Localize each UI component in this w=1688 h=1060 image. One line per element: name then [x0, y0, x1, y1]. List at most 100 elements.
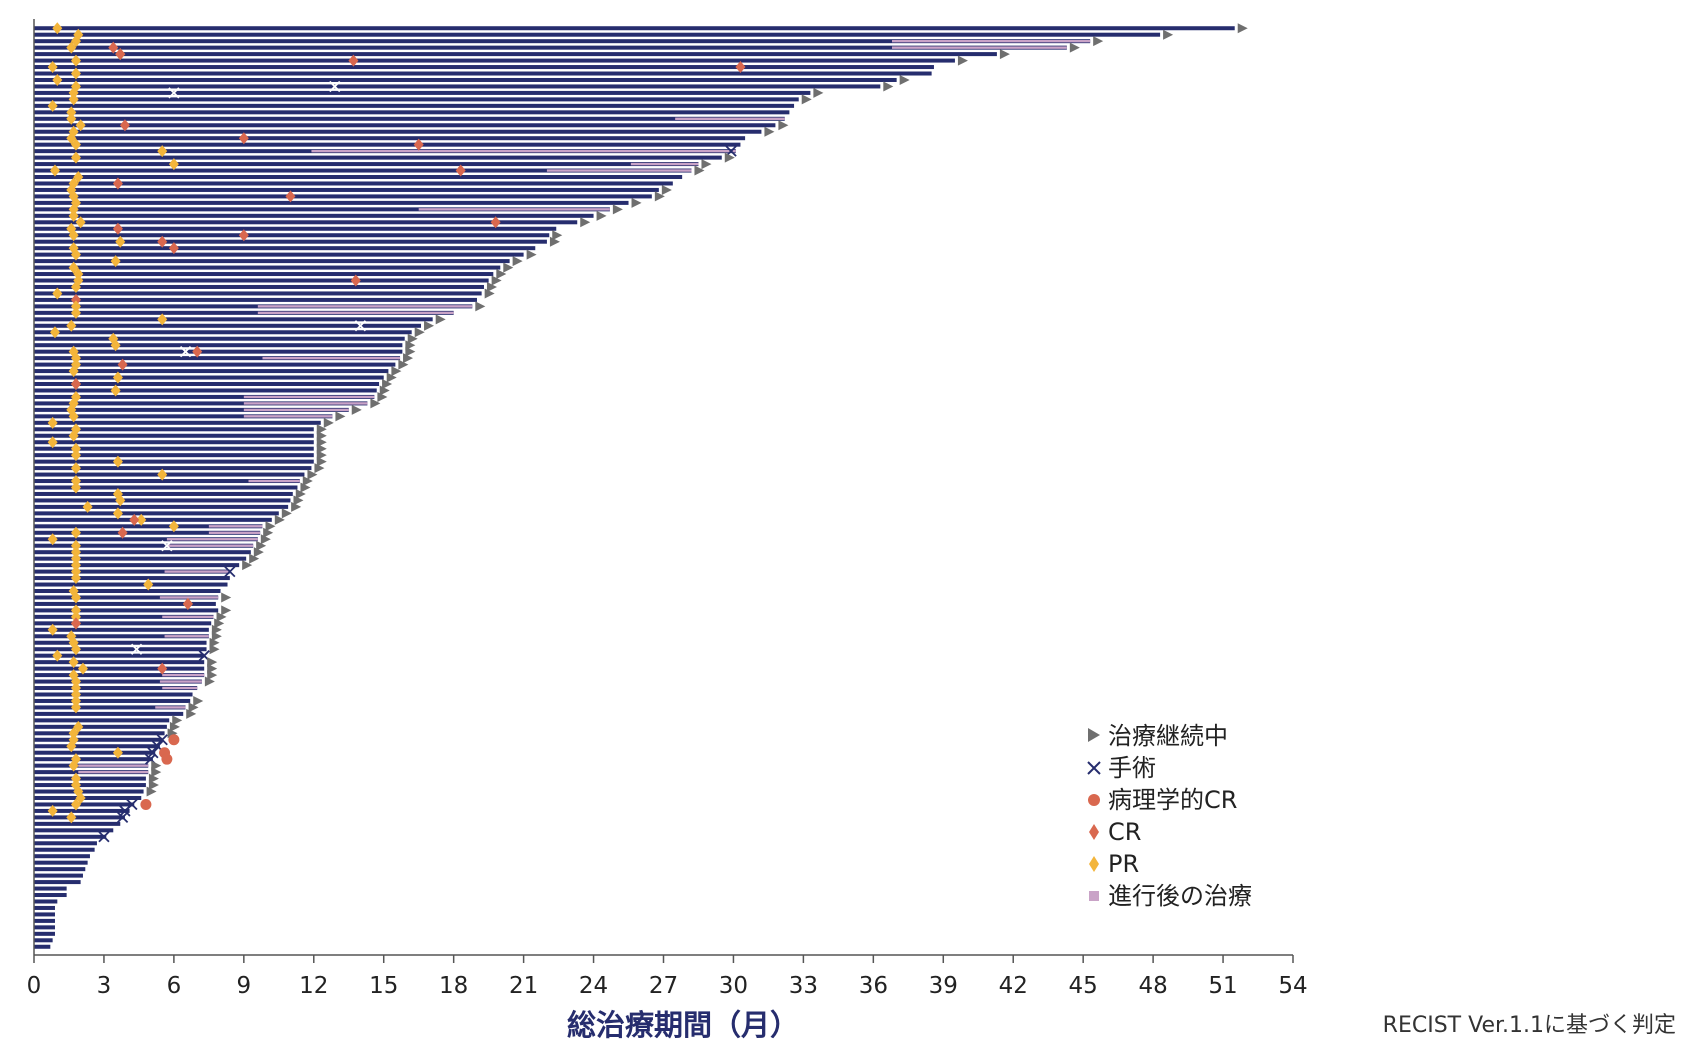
- legend-triangle-icon: [1088, 728, 1100, 742]
- x-tick-label: 18: [439, 973, 468, 999]
- patient-bar: [34, 912, 55, 917]
- pr-marker: [110, 384, 121, 397]
- pr-marker: [70, 559, 81, 572]
- patient-bar: [34, 802, 135, 807]
- post-progression-segment: [78, 770, 149, 774]
- cr-marker: [108, 41, 119, 54]
- legend-item-pathological-cr: 病理学的CR: [1088, 786, 1237, 814]
- x-tick-label: 48: [1138, 973, 1167, 999]
- patient-bar: [34, 265, 501, 270]
- patient-bar: [34, 246, 536, 251]
- ongoing-marker: [221, 605, 232, 616]
- patient-bar: [34, 834, 107, 839]
- ongoing-marker: [778, 120, 789, 131]
- pr-marker: [47, 416, 58, 429]
- post-progression-segment: [162, 686, 198, 690]
- patient-bar: [34, 724, 167, 729]
- pr-marker: [70, 481, 81, 494]
- legend-label-ongoing: 治療継続中: [1108, 722, 1228, 750]
- x-tick-label: 27: [649, 973, 678, 999]
- ongoing-marker: [386, 372, 397, 383]
- patient-bar: [34, 491, 293, 496]
- ongoing-marker: [316, 424, 327, 435]
- patient-bar: [34, 181, 673, 186]
- patient-bar: [34, 498, 291, 503]
- ongoing-marker: [316, 456, 327, 467]
- ongoing-marker: [221, 592, 232, 603]
- pr-marker: [70, 675, 81, 688]
- patient-bar: [34, 123, 776, 128]
- patient-bar: [34, 614, 214, 619]
- ongoing-marker: [999, 49, 1010, 60]
- ongoing-marker: [405, 340, 416, 351]
- patient-bar: [34, 194, 652, 199]
- cr-marker: [157, 235, 168, 248]
- patient-bar: [34, 783, 146, 788]
- patient-bar: [34, 601, 216, 606]
- cr-marker: [168, 242, 179, 255]
- cr-marker: [455, 164, 466, 177]
- bars-layer: [34, 26, 1235, 949]
- patient-bar: [34, 200, 629, 205]
- cr-marker: [238, 229, 249, 242]
- patient-bar: [34, 576, 230, 581]
- ongoing-marker: [148, 780, 159, 791]
- cr-marker: [70, 293, 81, 306]
- ongoing-marker: [316, 430, 327, 441]
- legend-item-surgery: 手術: [1087, 754, 1156, 782]
- ongoing-marker: [295, 488, 306, 499]
- patient-bar: [34, 854, 90, 859]
- ongoing-marker: [701, 159, 712, 170]
- ongoing-marker: [207, 663, 218, 674]
- pr-marker: [66, 811, 77, 824]
- ongoing-marker: [694, 165, 705, 176]
- ongoing-marker: [193, 695, 204, 706]
- patient-bar: [34, 362, 396, 367]
- ongoing-marker: [209, 637, 220, 648]
- patient-bar: [34, 517, 272, 522]
- x-tick-label: 0: [27, 973, 42, 999]
- pr-marker: [68, 365, 79, 378]
- post-progression-segment: [243, 395, 375, 399]
- patient-bar: [34, 369, 389, 374]
- patient-bar: [34, 705, 186, 710]
- pr-marker: [70, 67, 81, 80]
- patient-bar: [34, 880, 81, 885]
- patient-bar: [34, 847, 95, 852]
- patient-bar: [34, 414, 333, 419]
- pr-marker: [73, 720, 84, 733]
- patient-bar: [34, 310, 454, 315]
- patient-bar: [34, 259, 510, 264]
- legend-item-cr: CR: [1089, 818, 1141, 846]
- post-progression-segment: [311, 149, 736, 153]
- patient-bar: [34, 278, 489, 283]
- pr-marker: [68, 229, 79, 242]
- ongoing-marker: [1069, 42, 1080, 53]
- patient-bar: [34, 692, 193, 697]
- patient-bar: [34, 621, 212, 626]
- patient-bar: [34, 524, 263, 529]
- ongoing-marker: [148, 773, 159, 784]
- pr-marker: [112, 371, 123, 384]
- post-progression-segment: [208, 531, 261, 534]
- patient-bar: [34, 815, 125, 820]
- pr-marker: [68, 209, 79, 222]
- patient-bar: [34, 867, 86, 872]
- pr-marker: [70, 449, 81, 462]
- post-progression-segment: [891, 39, 1091, 43]
- pr-marker: [70, 352, 81, 365]
- ongoing-marker: [291, 501, 302, 512]
- patient-bar: [34, 291, 482, 296]
- ongoing-marker: [612, 204, 623, 215]
- post-progression-segment: [675, 117, 785, 120]
- ongoing-marker: [249, 553, 260, 564]
- patient-bar: [34, 893, 67, 898]
- post-progression-segment: [78, 764, 149, 767]
- ongoing-marker: [204, 676, 215, 687]
- ongoing-marker: [293, 495, 304, 506]
- surgery-marker: [119, 805, 131, 817]
- patient-bar: [34, 530, 261, 535]
- pr-marker: [70, 35, 81, 48]
- pr-marker: [70, 701, 81, 714]
- x-axis: 0 3 6 9 12 15 18 21 24 27 30 33 36 39 42 45 48 51 54: [27, 19, 1308, 999]
